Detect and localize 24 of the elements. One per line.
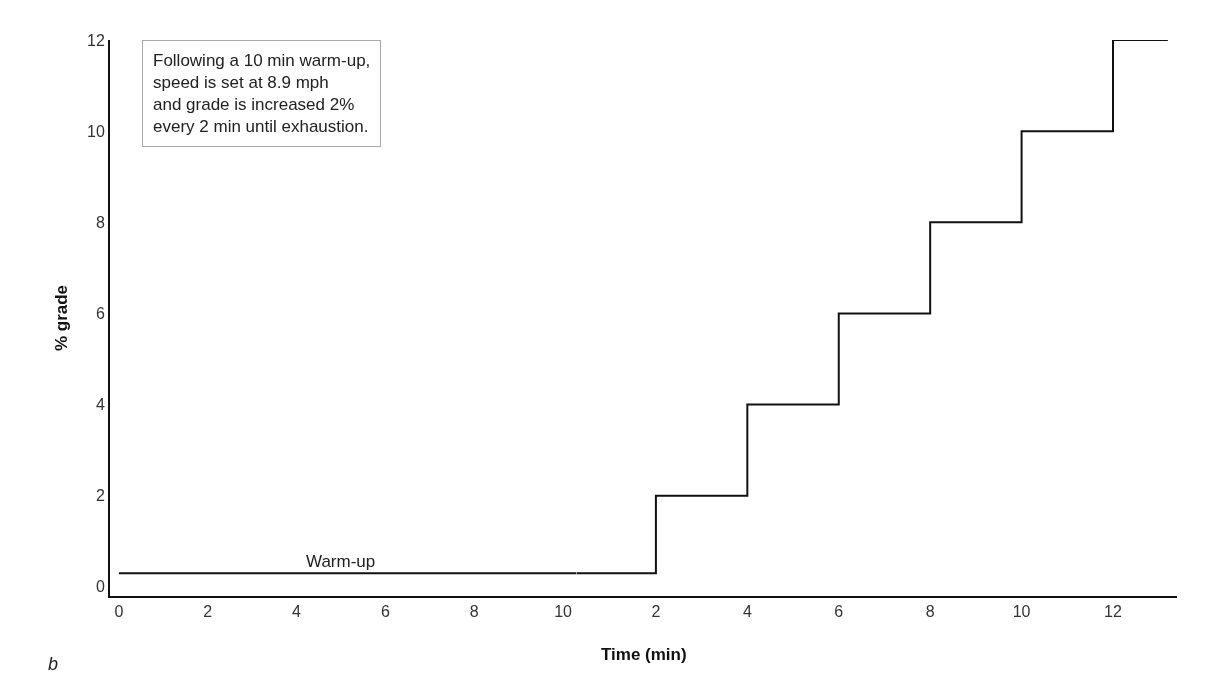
x-tick-label: 4 xyxy=(742,603,752,621)
y-tick-label: 0 xyxy=(95,578,105,596)
y-tick-label: 6 xyxy=(95,305,105,323)
y-tick-label: 8 xyxy=(95,213,105,231)
y-axis-title: % grade xyxy=(52,284,72,352)
x-tick-label: 2 xyxy=(203,603,213,621)
y-tick-label: 2 xyxy=(95,487,105,505)
x-tick-label: 0 xyxy=(114,603,124,621)
x-tick-label: 6 xyxy=(380,603,390,621)
text: b xyxy=(48,654,59,674)
x-tick-label: 8 xyxy=(469,603,479,621)
y-tick-label: 10 xyxy=(87,122,105,140)
x-tick-label: 10 xyxy=(554,603,573,621)
x-tick-label: 2 xyxy=(651,603,661,621)
x-tick-label: 8 xyxy=(925,603,935,621)
x-tick-label: 10 xyxy=(1012,603,1031,621)
annotation: Following a 10 min warm-up, speed is set at 8.9 mph and grade is increased 2% every 2 min until exhaustion. xyxy=(153,51,371,137)
x-axis-title: Time (min) xyxy=(601,645,687,664)
y-tick-label: 4 xyxy=(95,396,105,414)
x-tick-label: 6 xyxy=(834,603,844,621)
annotation: Warm-up xyxy=(306,552,376,571)
x-tick-label: 4 xyxy=(292,603,302,621)
x-tick-label: 12 xyxy=(1104,603,1123,621)
y-tick-label: 12 xyxy=(87,31,105,49)
